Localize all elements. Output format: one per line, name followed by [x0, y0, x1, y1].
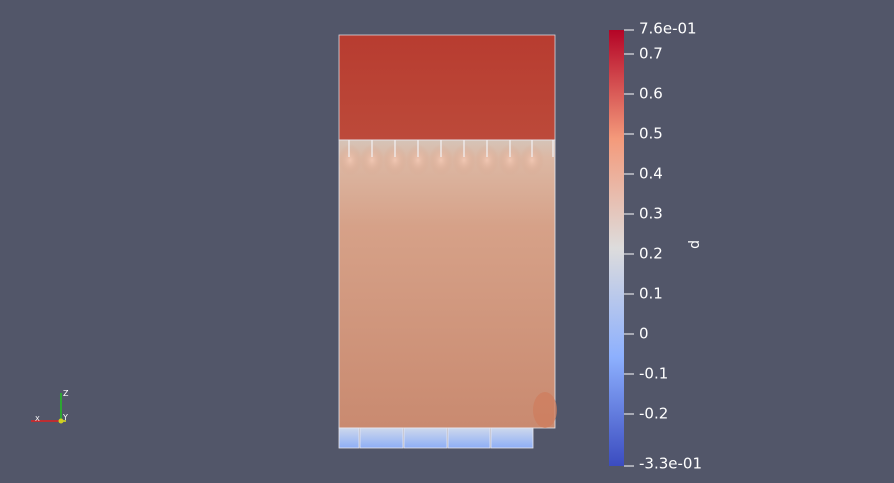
colorbar-tick-label: -0.2 — [639, 404, 669, 423]
colorbar-title: p — [687, 240, 703, 249]
mesh-domain — [338, 34, 557, 449]
outlet-cells — [338, 427, 534, 449]
triad-origin — [58, 418, 64, 424]
inlet-slots — [348, 140, 554, 157]
inlet-jets — [338, 144, 544, 176]
colorbar-max-label: 7.6e-01 — [639, 19, 697, 38]
corner-hotspot — [533, 392, 557, 428]
triad-z-label: Z — [63, 389, 69, 398]
colorbar-tick-label: 0.3 — [639, 204, 663, 223]
colorbar-min-label: -3.3e-01 — [639, 454, 702, 473]
triad-y-label: Y — [62, 413, 68, 422]
colorbar-tick-label: 0.1 — [639, 284, 663, 303]
colorbar-tick-label: 0.6 — [639, 84, 663, 103]
colorbar-tick-label: 0.7 — [639, 44, 663, 63]
colorbar-tick-label: 0 — [639, 324, 649, 343]
colorbar-tick-label: 0.4 — [639, 164, 663, 183]
colorbar-tick-label: 0.5 — [639, 124, 663, 143]
domain-upper-region — [338, 34, 556, 141]
triad-x-label: X — [35, 415, 40, 423]
colorbar-gradient — [609, 30, 624, 466]
domain-middle-region — [338, 139, 556, 429]
orientation-axes: Z X Y — [31, 389, 69, 424]
colorbar-tick-label: 0.2 — [639, 244, 663, 263]
colorbar-ticks — [624, 29, 634, 467]
colorbar-tick-label: -0.1 — [639, 364, 669, 383]
color-legend — [609, 29, 634, 467]
